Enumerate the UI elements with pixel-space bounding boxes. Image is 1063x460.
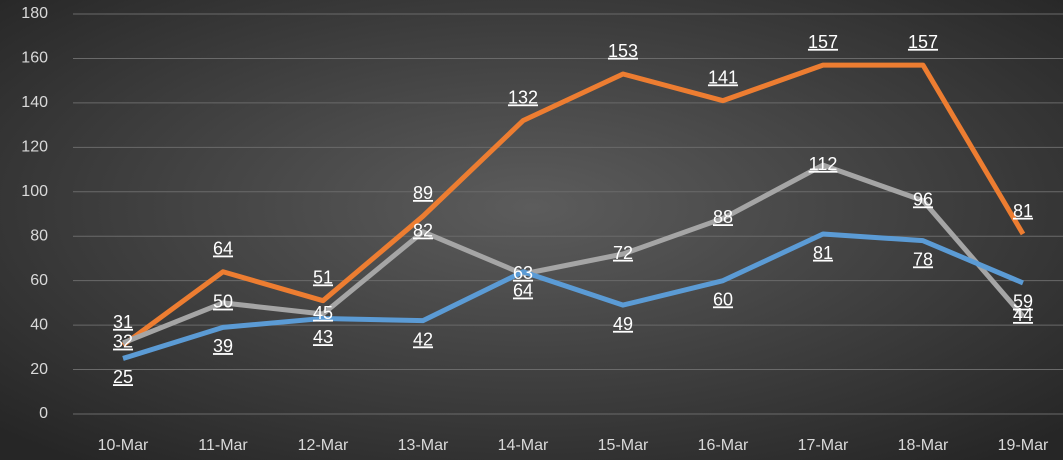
data-label: 45 [313, 303, 333, 323]
y-tick-label: 120 [21, 139, 48, 156]
y-tick-label: 180 [21, 5, 48, 22]
x-tick-label: 18-Mar [898, 437, 949, 454]
data-label: 51 [313, 267, 333, 287]
data-label: 64 [213, 239, 233, 259]
data-label: 39 [213, 336, 233, 356]
data-label: 59 [1013, 292, 1033, 312]
y-tick-label: 40 [30, 316, 48, 333]
x-tick-label: 10-Mar [98, 437, 149, 454]
x-tick-label: 15-Mar [598, 437, 649, 454]
data-label: 112 [809, 154, 838, 174]
data-label: 81 [813, 243, 833, 263]
y-tick-label: 20 [30, 361, 48, 378]
data-label: 63 [513, 263, 533, 283]
y-tick-label: 80 [30, 227, 48, 244]
data-label: 81 [1013, 201, 1033, 221]
data-label: 42 [413, 329, 433, 349]
x-tick-label: 14-Mar [498, 437, 549, 454]
x-tick-label: 17-Mar [798, 437, 849, 454]
data-label: 88 [713, 207, 733, 227]
y-tick-label: 60 [30, 272, 48, 289]
y-tick-label: 140 [21, 94, 48, 111]
data-label: 82 [413, 221, 433, 241]
series-line [122, 162, 1025, 346]
x-tick-label: 11-Mar [198, 437, 248, 454]
x-tick-label: 12-Mar [298, 437, 349, 454]
data-label: 31 [113, 312, 133, 332]
data-label: 96 [913, 189, 933, 209]
data-label: 72 [613, 243, 633, 263]
x-tick-label: 16-Mar [698, 437, 749, 454]
y-tick-label: 100 [21, 183, 48, 200]
data-label: 50 [213, 292, 233, 312]
y-tick-label: 160 [21, 50, 48, 67]
data-label: 32 [113, 332, 133, 352]
series-line [122, 231, 1024, 361]
x-tick-label: 19-Mar [998, 437, 1049, 454]
y-tick-label: 0 [39, 405, 48, 422]
data-label: 44 [1013, 305, 1033, 325]
data-label: 153 [608, 41, 638, 61]
x-tick-label: 13-Mar [398, 437, 449, 454]
data-label: 43 [313, 327, 333, 347]
data-label: 25 [113, 367, 133, 387]
data-label: 60 [713, 289, 733, 309]
series-line [121, 62, 1026, 348]
data-label: 78 [913, 249, 933, 269]
data-label: 49 [613, 314, 633, 334]
data-label: 64 [513, 281, 533, 301]
data-label: 141 [708, 67, 738, 87]
data-label: 157 [908, 32, 938, 52]
data-label: 132 [508, 87, 538, 107]
data-label: 89 [413, 183, 433, 203]
data-label: 157 [808, 32, 838, 52]
